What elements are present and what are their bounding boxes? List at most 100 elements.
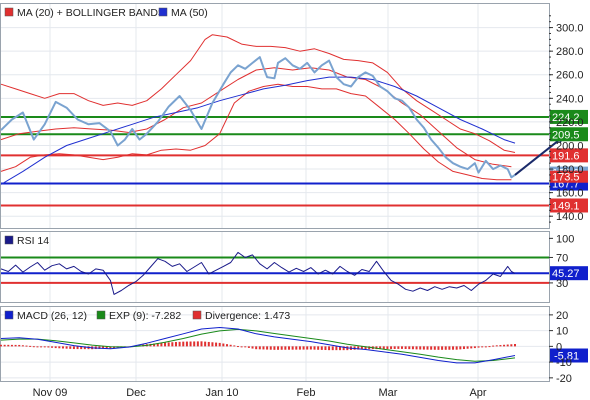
divergence-bar bbox=[444, 346, 447, 350]
x-tick-label: Jan 10 bbox=[205, 387, 238, 399]
divergence-bar bbox=[386, 346, 389, 350]
divergence-bar bbox=[335, 346, 338, 351]
macd-tick-label: 0 bbox=[556, 341, 562, 353]
divergence-bar bbox=[488, 346, 491, 348]
divergence-bar bbox=[51, 346, 54, 348]
x-tick-label: Mar bbox=[379, 387, 398, 399]
divergence-bar bbox=[477, 346, 480, 348]
forecast-arrow-line bbox=[514, 135, 565, 176]
macd-signal-line bbox=[0, 328, 516, 362]
divergence-bar bbox=[419, 346, 422, 350]
legend-label: MACD (26, 12) bbox=[17, 310, 87, 322]
divergence-bar bbox=[240, 346, 243, 348]
divergence-bar bbox=[80, 346, 83, 350]
price-tick-label: 240.0 bbox=[556, 93, 584, 105]
divergence-bar bbox=[295, 346, 298, 350]
divergence-bar bbox=[470, 346, 473, 349]
divergence-bar bbox=[492, 345, 495, 347]
x-tick-label: Feb bbox=[297, 387, 316, 399]
divergence-bar bbox=[10, 344, 13, 347]
divergence-bar bbox=[280, 346, 283, 350]
divergence-bar bbox=[426, 346, 429, 350]
divergence-bar bbox=[211, 342, 214, 347]
rsi-tick-label: 100 bbox=[556, 233, 574, 245]
divergence-bar bbox=[215, 342, 218, 347]
divergence-bar bbox=[167, 342, 170, 347]
divergence-bar bbox=[102, 346, 105, 349]
divergence-bar bbox=[65, 346, 68, 349]
legend-label: MA (20) + BOLLINGER BANDS bbox=[17, 7, 165, 19]
price-line bbox=[0, 56, 516, 179]
price-level-tag bbox=[550, 148, 588, 163]
divergence-bar bbox=[379, 346, 382, 350]
price-tick-label: 140.0 bbox=[556, 211, 584, 223]
divergence-bar bbox=[233, 345, 236, 347]
divergence-bar bbox=[47, 346, 50, 348]
divergence-bar bbox=[226, 344, 229, 347]
ma20-line bbox=[0, 67, 512, 168]
divergence-bar bbox=[302, 346, 305, 350]
price-tick-label: 220.0 bbox=[556, 117, 584, 129]
rsi-line bbox=[0, 251, 516, 295]
divergence-bar bbox=[342, 346, 345, 351]
macd-tick-label: -20 bbox=[556, 373, 572, 385]
divergence-bar bbox=[324, 346, 327, 351]
divergence-bar bbox=[72, 346, 75, 350]
legend-label: EXP (9): -7.282 bbox=[109, 310, 181, 322]
divergence-bar bbox=[182, 341, 185, 347]
price-tick-label: 180.0 bbox=[556, 164, 584, 176]
divergence-bar bbox=[422, 346, 425, 350]
divergence-bar bbox=[455, 346, 458, 350]
divergence-bar bbox=[189, 341, 192, 347]
divergence-bar bbox=[452, 346, 455, 350]
divergence-bar bbox=[499, 345, 502, 347]
divergence-bar bbox=[397, 346, 400, 349]
legend-swatch bbox=[4, 310, 14, 320]
divergence-bar bbox=[503, 344, 506, 347]
price-level-tag bbox=[550, 198, 588, 213]
divergence-bar bbox=[174, 342, 177, 347]
divergence-bar bbox=[58, 346, 61, 349]
divergence-bar bbox=[244, 346, 247, 348]
legend-swatch bbox=[192, 310, 202, 320]
price-tick-label: 280.0 bbox=[556, 46, 584, 58]
divergence-bar bbox=[411, 346, 414, 350]
divergence-bar bbox=[185, 341, 188, 347]
divergence-bar bbox=[313, 346, 316, 350]
divergence-bar bbox=[273, 346, 276, 350]
divergence-bar bbox=[357, 346, 360, 350]
divergence-bar bbox=[193, 341, 196, 347]
divergence-bar bbox=[207, 341, 210, 347]
legend-swatch bbox=[96, 310, 106, 320]
legend-label: Divergence: 1.473 bbox=[205, 310, 290, 322]
bollinger-lower-line bbox=[0, 83, 512, 181]
legend-swatch bbox=[4, 7, 14, 17]
divergence-bar bbox=[433, 346, 436, 350]
divergence-bar bbox=[204, 341, 207, 347]
divergence-bar bbox=[236, 346, 239, 348]
divergence-bar bbox=[390, 346, 393, 349]
x-tick-label: Nov 09 bbox=[33, 387, 68, 399]
divergence-bar bbox=[258, 346, 261, 350]
macd-line bbox=[0, 327, 516, 364]
macd-tick-label: 20 bbox=[556, 310, 568, 322]
divergence-bar bbox=[69, 346, 72, 349]
price-level-label: 191.6 bbox=[552, 150, 580, 162]
price-level-label: 224.2 bbox=[552, 112, 580, 124]
divergence-bar bbox=[462, 346, 465, 350]
divergence-bar bbox=[317, 346, 320, 350]
divergence-bar bbox=[328, 346, 331, 351]
price-value-tag bbox=[550, 170, 588, 183]
divergence-bar bbox=[3, 344, 6, 347]
divergence-bar bbox=[29, 345, 32, 347]
divergence-bar bbox=[218, 342, 221, 347]
price-level-label: 149.1 bbox=[552, 200, 580, 212]
rsi-panel bbox=[0, 231, 550, 303]
x-tick-label: Dec bbox=[126, 387, 146, 399]
divergence-bar bbox=[18, 344, 21, 347]
divergence-bar bbox=[262, 346, 265, 350]
divergence-bar bbox=[459, 346, 462, 350]
divergence-bar bbox=[171, 342, 174, 347]
price-tick-label: 260.0 bbox=[556, 70, 584, 82]
